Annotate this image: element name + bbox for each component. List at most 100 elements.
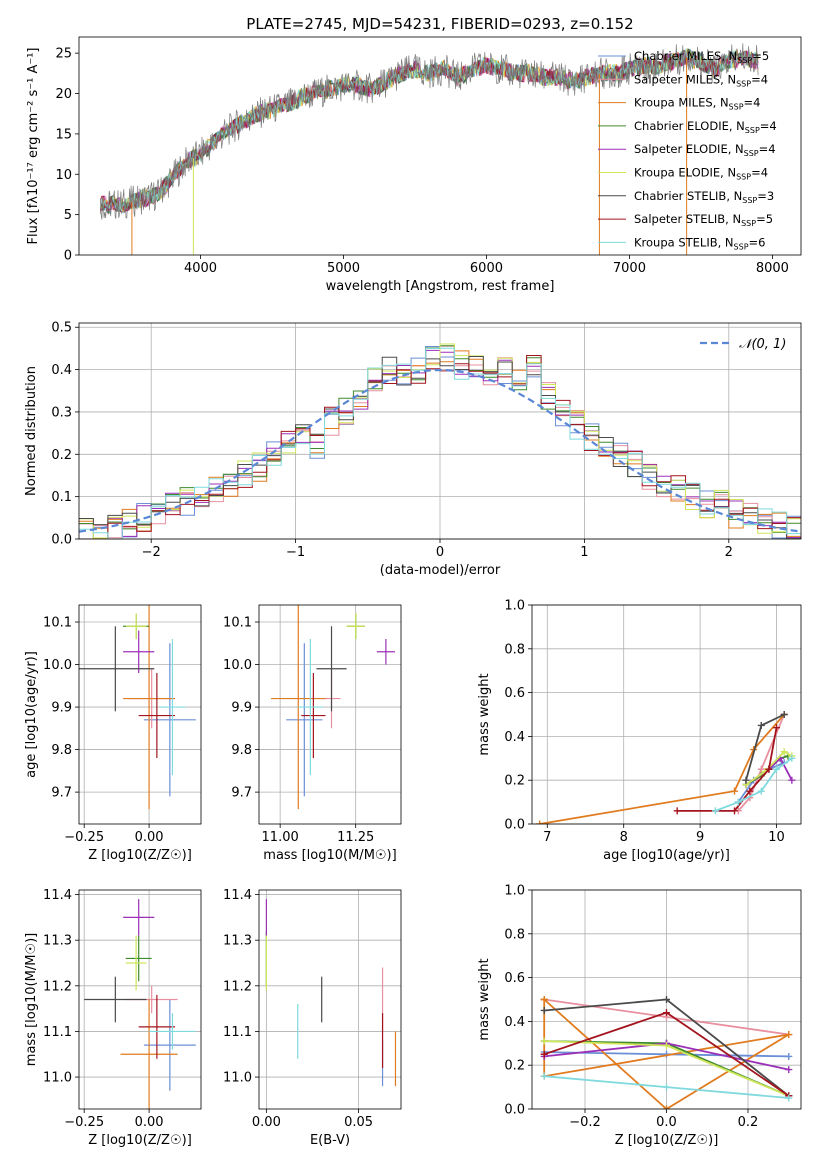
y-tick-label: 10 <box>55 168 72 183</box>
panel-mass-vs-EBV: 0.00 0.05 11.0 11.1 11.2 11.3 11.4 E(B-V) <box>223 888 402 1148</box>
y-tick-label: 9.8 <box>231 743 252 758</box>
x-tick-label: 11.25 <box>337 830 374 845</box>
legend-suffix: =6 <box>749 235 766 249</box>
x-axis-label: Z [log10(Z/Z☉)] <box>88 1133 192 1148</box>
y-tick-label: 0.2 <box>504 1059 525 1074</box>
weight-marker <box>711 807 719 815</box>
x-axis-label: E(B-V) <box>310 1133 350 1148</box>
y-tick-label: 11.2 <box>223 979 252 994</box>
weight-marker <box>785 1094 793 1102</box>
y-tick-label: 0.8 <box>504 642 525 657</box>
weight-marker <box>780 711 788 718</box>
y-tick-label: 0.4 <box>504 1015 525 1030</box>
weight-marker <box>663 996 670 1003</box>
panel-weight-vs-Z: −0.2 0.0 0.2 0.0 0.2 0.4 0.6 0.8 1.0 Z [log10(Z/Z… <box>477 884 802 1148</box>
gridlines <box>79 605 201 824</box>
x-tick-label: −2 <box>142 545 161 560</box>
axes-frame <box>78 604 202 825</box>
legend-label-7: Salpeter STELIB, NSSP=5 <box>634 212 773 228</box>
legend-name: Salpeter STELIB, N <box>634 212 741 226</box>
legend-sub: SSP <box>736 173 751 182</box>
legend-sub: SSP <box>745 126 760 135</box>
legend-sub: SSP <box>737 56 752 65</box>
legend-name: Kroupa STELIB, N <box>634 235 734 249</box>
weight-marker <box>540 996 548 1003</box>
axes-frame <box>78 322 802 540</box>
panel-residuals: −2 −1 0 1 2 0.0 0.1 0.2 0.3 0.4 0.5 (data-model)/er… <box>24 321 802 578</box>
gaussian-legend-label: 𝒩(0, 1) <box>739 337 786 352</box>
legend-label-5: Kroupa ELODIE, NSSP=4 <box>634 166 768 182</box>
chart-title: PLATE=2745, MJD=54231, FIBERID=0293, z=0… <box>246 15 633 33</box>
weight-marker <box>663 1009 670 1017</box>
plot-area <box>100 43 759 255</box>
panel-spectrum: 4000 5000 6000 7000 8000 0 5 10 15 20 25 wavelength… <box>26 15 802 294</box>
plot-area <box>84 899 196 1109</box>
x-tick-label: −0.25 <box>64 1115 104 1130</box>
legend-name: Kroupa ELODIE, N <box>634 166 736 180</box>
x-tick-label: 5000 <box>327 261 360 276</box>
legend-suffix: =4 <box>751 166 768 180</box>
x-tick-label: 0.00 <box>135 830 164 845</box>
weight-marker <box>540 1050 548 1058</box>
y-axis-label: Flux [fλ10⁻¹⁷ erg cm⁻² s⁻¹ A⁻¹] <box>26 48 41 245</box>
y-tick-label: 0.2 <box>504 774 525 789</box>
y-tick-label: 11.4 <box>43 888 72 903</box>
y-tick-label: 11.4 <box>223 888 252 903</box>
weight-line-2 <box>539 713 785 824</box>
y-tick-label: 15 <box>55 127 72 142</box>
legend-label-2: Kroupa MILES, NSSP=4 <box>634 96 760 112</box>
y-tick-label: 0.4 <box>51 363 72 378</box>
panel-age-vs-Z: −0.25 0.00 9.7 9.8 9.9 10.0 10.1 Z [log10(Z/Z☉)… <box>24 604 202 863</box>
y-tick-label: 10.0 <box>43 658 72 673</box>
panel-mass-vs-Z: −0.25 0.00 11.0 11.1 11.2 11.3 11.4 Z [log10(Z/… <box>24 888 202 1148</box>
gridlines <box>259 605 401 824</box>
weight-marker <box>673 807 681 815</box>
legend-sub: SSP <box>736 79 751 88</box>
legend-suffix: =4 <box>744 96 761 110</box>
legend-sub: SSP <box>741 219 756 228</box>
axes-frame <box>258 889 402 1110</box>
weight-marker <box>785 1052 793 1060</box>
y-tick-label: 0.2 <box>51 448 72 463</box>
axes-frame <box>78 36 802 256</box>
plot-area <box>79 605 196 810</box>
x-tick-label: 6000 <box>470 261 503 276</box>
plot-area <box>540 996 793 1109</box>
plot-area <box>265 899 397 1087</box>
x-tick-label: 8000 <box>756 261 789 276</box>
weight-marker <box>757 787 765 795</box>
y-tick-label: 1.0 <box>504 599 525 614</box>
weight-marker <box>731 787 739 795</box>
x-tick-label: 7 <box>543 830 551 845</box>
weight-marker <box>540 1072 548 1080</box>
x-tick-label: 2 <box>725 545 733 560</box>
y-tick-label: 0.3 <box>51 405 72 420</box>
legend-label-4: Salpeter ELODIE, NSSP=4 <box>634 142 776 158</box>
y-tick-label: 0.1 <box>51 490 72 505</box>
x-tick-label: −0.2 <box>569 1115 601 1130</box>
weight-marker <box>536 820 544 824</box>
x-tick-label: −1 <box>286 545 305 560</box>
weight-marker <box>785 1031 793 1039</box>
x-tick-label: 0.0 <box>656 1115 677 1130</box>
y-tick-label: 5 <box>64 208 72 223</box>
y-tick-label: 11.3 <box>223 934 252 949</box>
y-axis-label: Normed distribution <box>24 366 39 496</box>
weight-marker <box>540 1037 548 1045</box>
x-tick-label: 1 <box>580 545 588 560</box>
y-tick-label: 0.0 <box>504 818 525 833</box>
y-tick-label: 0.8 <box>504 927 525 942</box>
legend-sub: SSP <box>729 103 744 112</box>
y-tick-label: 10.1 <box>43 616 72 631</box>
plot-area <box>536 711 796 824</box>
x-axis-label: (data-model)/error <box>380 563 501 578</box>
weight-marker <box>731 807 739 815</box>
y-tick-label: 11.2 <box>43 979 72 994</box>
weight-marker <box>663 1041 670 1049</box>
weight-marker <box>788 776 796 784</box>
plot-area <box>271 605 395 810</box>
y-tick-label: 11.1 <box>43 1025 72 1040</box>
weight-marker <box>757 765 765 773</box>
weight-marker <box>540 1006 548 1014</box>
weight-marker <box>788 754 796 762</box>
